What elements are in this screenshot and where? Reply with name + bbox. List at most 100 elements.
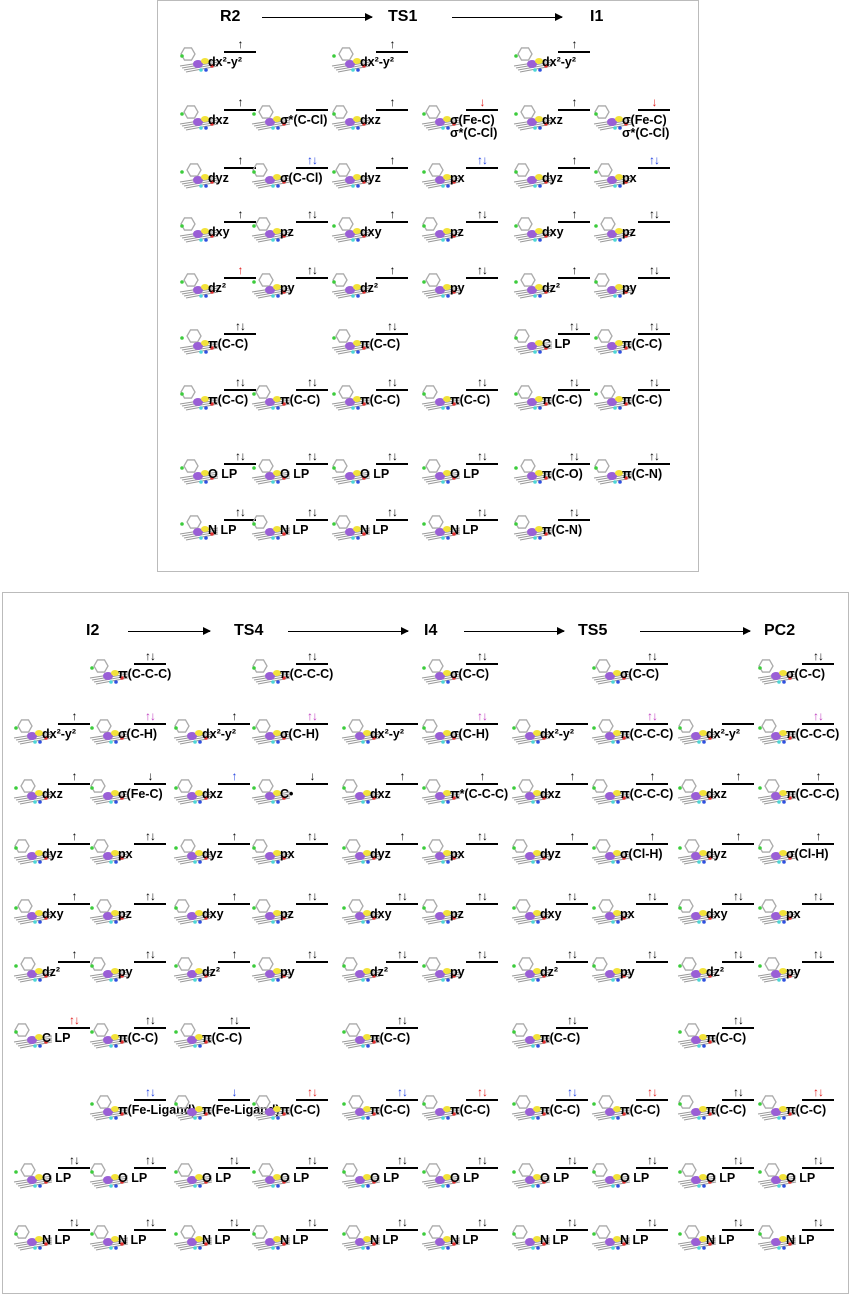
energy-level: ↑↓ — [800, 890, 836, 905]
spin-arrows: ↑↓ — [235, 505, 246, 519]
orbital-c-c: ↑↓ π(C-C) — [590, 1084, 740, 1142]
level-bar — [636, 1099, 668, 1101]
level-bar — [722, 843, 754, 845]
energy-level: ↑↓ — [464, 650, 500, 665]
orbital-dyz: ↑ dyz — [12, 828, 162, 886]
molecule-isosurface — [179, 163, 219, 189]
orbital-label: dxz — [540, 787, 561, 801]
orbital-label: pz — [280, 907, 294, 921]
orbital-label: π(C-C-C) — [620, 727, 674, 741]
spin-arrows: ↑ — [735, 769, 742, 783]
energy-level: ↑↓ — [554, 1216, 590, 1231]
molecule-isosurface — [591, 1225, 631, 1251]
spin-arrows: ↑↓ — [647, 649, 658, 663]
level-bar — [558, 389, 590, 391]
orbital-label: py — [450, 965, 465, 979]
energy-level: ↑ — [464, 770, 500, 785]
spin-arrows: ↓ — [231, 1085, 238, 1099]
orbital-dxy: ↑↓ dxy — [676, 888, 826, 946]
spin-arrows: ↑ — [237, 95, 244, 109]
orbital-o-lp: ↑↓ O LP — [590, 1152, 740, 1210]
orbital-px: ↑↓ px — [756, 888, 850, 946]
orbital-pz: ↑↓ pz — [420, 206, 570, 264]
spin-arrows: ↑↓ — [569, 449, 580, 463]
energy-level: ↑↓ — [132, 948, 168, 963]
spin-arrows: ↑↓ — [813, 1215, 824, 1229]
level-bar — [636, 1167, 668, 1169]
molecule-isosurface — [179, 459, 219, 485]
molecule-isosurface — [421, 957, 461, 983]
orbital-py: ↑↓ py — [592, 262, 742, 320]
energy-level: ↑↓ — [636, 450, 672, 465]
stage-label-r2: R2 — [220, 8, 241, 25]
orbital-n-lp: ↑↓ N LP — [420, 1214, 570, 1272]
energy-level: ↑↓ — [800, 1216, 836, 1231]
spin-arrows: ↑↓ — [307, 505, 318, 519]
stage-label-i2: I2 — [86, 622, 100, 639]
orbital-label: σ(C-H) — [280, 727, 320, 741]
molecule-isosurface — [677, 1163, 717, 1189]
spin-arrows: ↑↓ — [647, 1085, 658, 1099]
spin-arrows: ↑↓ — [387, 375, 398, 389]
molecule-isosurface — [421, 899, 461, 925]
orbital-label: π(C-C) — [450, 393, 491, 407]
orbital-label: py — [118, 965, 133, 979]
level-bar — [134, 1099, 166, 1101]
orbital-pz: ↑↓ pz — [420, 888, 570, 946]
orbital-c-c: ↑↓ π(C-C) — [420, 374, 570, 432]
spin-arrows: ↑ — [399, 829, 406, 843]
orbital-c-h: ↑↓ σ(C-H) — [88, 708, 238, 766]
spin-arrows: ↑↓ — [647, 1215, 658, 1229]
orbital-n-lp: ↑↓ N LP — [330, 504, 480, 562]
orbital-label: π(C-C) — [208, 337, 249, 351]
energy-level: ↑ — [556, 208, 592, 223]
orbital-py: ↑↓ py — [420, 946, 570, 1004]
energy-level: ↑ — [222, 96, 258, 111]
level-bar — [558, 333, 590, 335]
level-bar — [58, 783, 90, 785]
level-bar — [556, 723, 588, 725]
energy-level — [294, 96, 330, 111]
molecule-isosurface — [341, 779, 381, 805]
orbital-c-c: ↑↓ π(C-C) — [88, 1012, 238, 1070]
orbital-label: py — [280, 281, 295, 295]
orbital-label: σ(Fe-C) — [118, 787, 163, 801]
energy-level: ↑↓ — [132, 1086, 168, 1101]
spin-arrows: ↑ — [571, 95, 578, 109]
orbital-label: py — [620, 965, 635, 979]
spin-arrows: ↑ — [571, 153, 578, 167]
energy-level: ↑↓ — [464, 890, 500, 905]
orbital-label: N LP — [118, 1233, 147, 1247]
orbital-c-c-c: ↑ π(C-C-C) — [756, 768, 850, 826]
spin-arrows: ↑↓ — [69, 1153, 80, 1167]
orbital-c-c: ↑↓ π(C-C) — [172, 1012, 322, 1070]
molecule-isosurface — [173, 1163, 213, 1189]
level-bar — [58, 1027, 90, 1029]
orbital-c-n: ↑↓ π(C-N) — [592, 448, 742, 506]
molecule-isosurface — [593, 163, 633, 189]
level-bar — [636, 903, 668, 905]
orbital-label: σ(Cl-H) — [620, 847, 663, 861]
orbital-label: px — [450, 171, 465, 185]
orbital-label: O LP — [370, 1171, 400, 1185]
level-bar — [636, 663, 668, 665]
molecule-isosurface — [591, 1163, 631, 1189]
orbital-label: dxy — [208, 225, 230, 239]
orbital-n-lp: ↑↓ N LP — [676, 1214, 826, 1272]
orbital-dxz: ↑ dxz — [512, 94, 662, 152]
energy-level: ↑ — [374, 154, 410, 169]
level-bar — [296, 723, 328, 725]
stage-label-ts4: TS4 — [234, 622, 264, 639]
orbital-label: pz — [118, 907, 132, 921]
stage-label-pc2: PC2 — [764, 622, 796, 639]
level-bar — [802, 903, 834, 905]
level-bar — [466, 723, 498, 725]
orbital-label: O LP — [280, 467, 310, 481]
molecule-isosurface — [421, 459, 461, 485]
molecule-isosurface — [757, 779, 797, 805]
orbital-o-lp: ↑↓ O LP — [12, 1152, 162, 1210]
energy-level: ↑↓ — [720, 1154, 756, 1169]
molecule-isosurface — [179, 515, 219, 541]
orbital-label: N LP — [450, 1233, 479, 1247]
orbital-label: px — [450, 847, 465, 861]
